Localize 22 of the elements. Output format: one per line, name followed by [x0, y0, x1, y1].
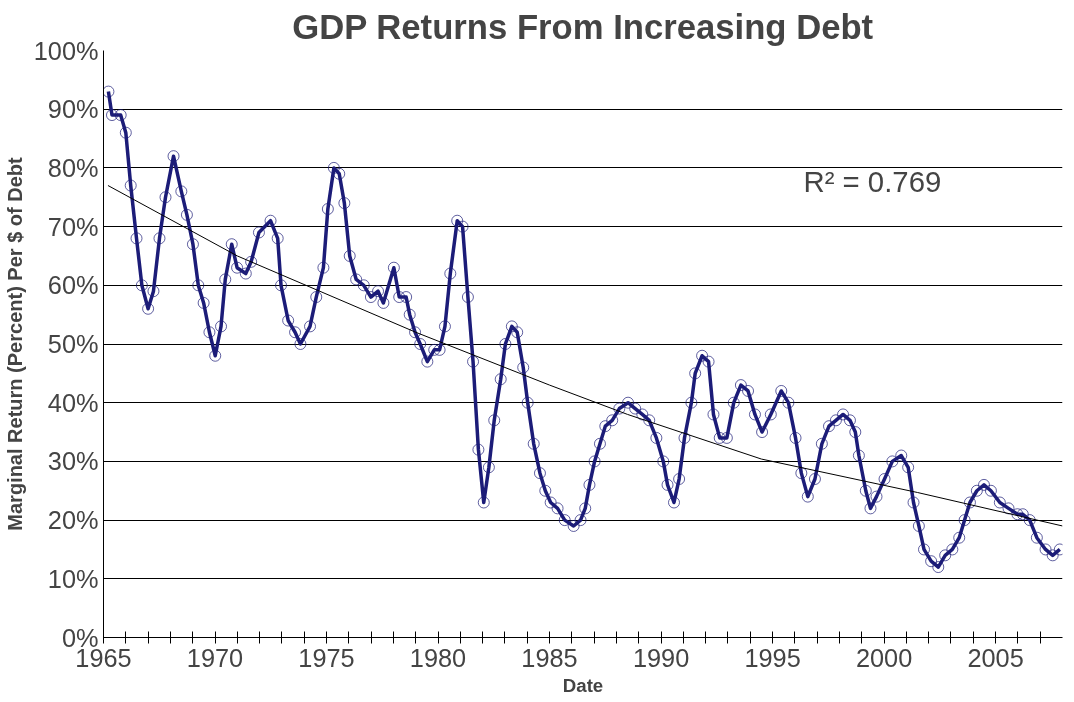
x-tick-label: 1980: [409, 643, 467, 672]
y-tick-label: 70%: [47, 212, 99, 241]
x-tick-label: 1995: [744, 643, 801, 672]
y-tick-label: 10%: [47, 564, 99, 593]
x-tick-label: 1990: [632, 643, 690, 672]
x-tick-label: 2005: [967, 643, 1024, 672]
y-tick-label: 60%: [47, 271, 99, 300]
y-tick-label: 50%: [47, 330, 99, 358]
y-tick-label: 80%: [47, 153, 99, 182]
y-tick-label: 100%: [33, 36, 99, 65]
x-tick-label: 1985: [521, 643, 578, 672]
y-tick-label: 90%: [47, 95, 99, 124]
x-axis-title: Date: [562, 674, 604, 696]
x-tick-label: 1975: [298, 643, 355, 672]
y-tick-label: 40%: [47, 388, 99, 417]
annotation: R² = 0.769: [803, 164, 942, 198]
y-tick-label: 30%: [47, 447, 99, 476]
x-tick-label: 1970: [186, 643, 244, 672]
y-axis-title: Marginal Return (Percent) Per $ of Debt: [3, 156, 26, 531]
chart-title: GDP Returns From Increasing Debt: [292, 7, 874, 46]
y-tick-label: 20%: [47, 506, 99, 535]
x-tick-label: 2000: [855, 643, 913, 672]
